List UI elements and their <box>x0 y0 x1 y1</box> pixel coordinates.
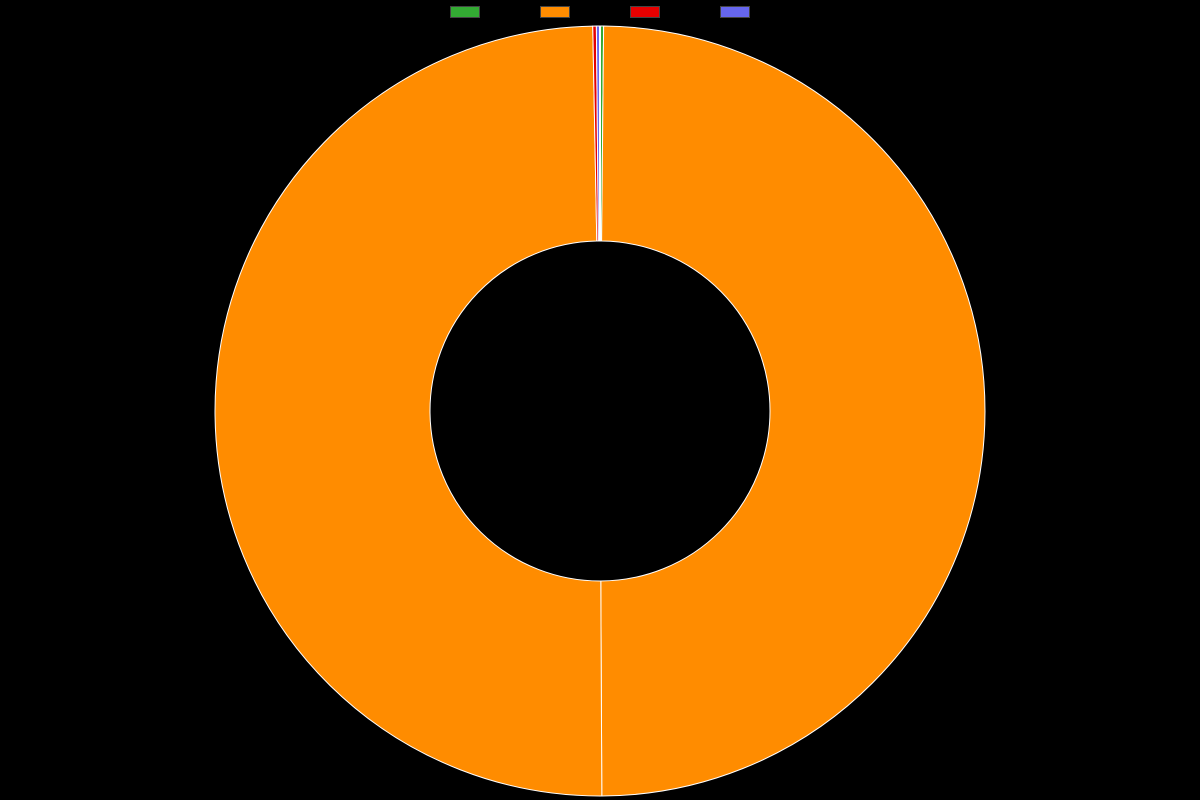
legend-swatch-3 <box>720 6 750 18</box>
donut-slice <box>601 26 985 796</box>
legend-swatch-1 <box>540 6 570 18</box>
donut-chart <box>0 22 1200 800</box>
legend <box>0 6 1200 18</box>
chart-container <box>0 0 1200 800</box>
donut-slice <box>215 26 602 796</box>
legend-swatch-0 <box>450 6 480 18</box>
legend-swatch-2 <box>630 6 660 18</box>
donut-chart-wrap <box>0 22 1200 800</box>
